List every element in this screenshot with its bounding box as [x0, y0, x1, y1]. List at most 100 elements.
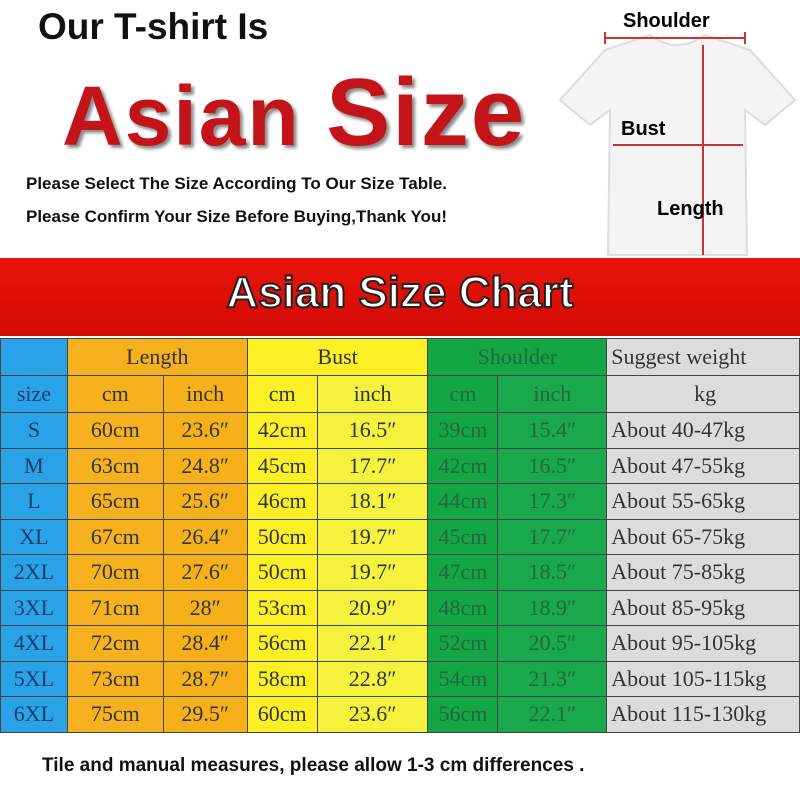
table-cell: 28″ [162, 589, 248, 626]
subheader-cell: cm [246, 375, 318, 413]
table-cell: 20.9″ [316, 589, 429, 626]
table-cell: 60cm [246, 696, 318, 733]
table-cell: 45cm [427, 518, 499, 555]
banner-title: Asian Size Chart [225, 267, 574, 318]
table-cell: 42cm [246, 412, 318, 449]
table-cell: 71cm [66, 589, 164, 626]
table-cell: 17.7″ [316, 447, 429, 484]
size-table: Length Bust Shoulder Suggest weight size… [0, 338, 800, 733]
table-cell: 23.6″ [316, 696, 429, 733]
table-cell: About 47-55kg [606, 447, 800, 484]
asian-word: Asian [62, 69, 327, 163]
table-cell: 15.4″ [497, 412, 608, 449]
table-cell: About 55-65kg [606, 483, 800, 520]
subheader-cell: inch [316, 375, 429, 413]
group-length: Length [66, 338, 248, 376]
table-cell: 16.5″ [497, 447, 608, 484]
table-cell: About 40-47kg [606, 412, 800, 449]
table-cell: 20.5″ [497, 625, 608, 662]
table-cell: 28.7″ [162, 660, 248, 697]
table-cell: 47cm [427, 554, 499, 591]
corner-cell [0, 338, 68, 376]
bust-label: Bust [621, 118, 666, 140]
table-row: M 63cm 24.8″ 45cm 17.7″ 42cm 16.5″ About 47-55k… [0, 447, 800, 484]
table-cell: 60cm [66, 412, 164, 449]
shoulder-label: Shoulder [623, 10, 710, 32]
table-cell: XL [0, 518, 68, 555]
table-cell: 4XL [0, 625, 68, 662]
table-cell: 46cm [246, 483, 318, 520]
table-cell: 19.7″ [316, 518, 429, 555]
table-cell: 27.6″ [162, 554, 248, 591]
table-cell: 44cm [427, 483, 499, 520]
table-cell: 63cm [66, 447, 164, 484]
table-cell: 23.6″ [162, 412, 248, 449]
table-row: XL 67cm 26.4″ 50cm 19.7″ 45cm 17.7″ About 65-75… [0, 518, 800, 555]
table-cell: 17.3″ [497, 483, 608, 520]
table-cell: 73cm [66, 660, 164, 697]
table-row: 6XL 75cm 29.5″ 60cm 23.6″ 56cm 22.1″ About 115-… [0, 696, 800, 733]
table-cell: M [0, 447, 68, 484]
table-cell: 22.8″ [316, 660, 429, 697]
table-cell: 21.3″ [497, 660, 608, 697]
size-word: Size [326, 59, 527, 166]
asian-size-title: Asian Size [62, 58, 526, 168]
table-cell: 45cm [246, 447, 318, 484]
table-cell: 18.5″ [497, 554, 608, 591]
table-row: 5XL 73cm 28.7″ 58cm 22.8″ 54cm 21.3″ About 105-… [0, 660, 800, 697]
table-cell: 56cm [427, 696, 499, 733]
table-cell: 42cm [427, 447, 499, 484]
table-cell: 17.7″ [497, 518, 608, 555]
tshirt-icon [558, 32, 797, 256]
table-cell: 18.9″ [497, 589, 608, 626]
table-cell: 22.1″ [497, 696, 608, 733]
group-bust: Bust [246, 338, 429, 376]
table-cell: 19.7″ [316, 554, 429, 591]
table-cell: 67cm [66, 518, 164, 555]
subheader-cell: inch [497, 375, 608, 413]
table-cell: 16.5″ [316, 412, 429, 449]
table-cell: S [0, 412, 68, 449]
table-cell: 50cm [246, 518, 318, 555]
table-cell: About 75-85kg [606, 554, 800, 591]
notice-line-2: Please Confirm Your Size Before Buying,T… [26, 207, 447, 226]
table-cell: 6XL [0, 696, 68, 733]
table-cell: 29.5″ [162, 696, 248, 733]
table-row: S 60cm 23.6″ 42cm 16.5″ 39cm 15.4″ About 40-47k… [0, 412, 800, 449]
table-row: 2XL 70cm 27.6″ 50cm 19.7″ 47cm 18.5″ About 75-8… [0, 554, 800, 591]
table-row: 4XL 72cm 28.4″ 56cm 22.1″ 52cm 20.5″ About 95-1… [0, 625, 800, 662]
tshirt-diagram: Shoulder Bust Length [555, 0, 800, 262]
subheader-cell: cm [427, 375, 499, 413]
table-cell: 72cm [66, 625, 164, 662]
table-cell: About 95-105kg [606, 625, 800, 662]
table-cell: 48cm [427, 589, 499, 626]
table-row: 3XL 71cm 28″ 53cm 20.9″ 48cm 18.9″ About 85-95k… [0, 589, 800, 626]
table-cell: 50cm [246, 554, 318, 591]
subheader-cell: size [0, 375, 68, 413]
table-cell: 2XL [0, 554, 68, 591]
table-cell: L [0, 483, 68, 520]
table-cell: 3XL [0, 589, 68, 626]
table-cell: 22.1″ [316, 625, 429, 662]
table-cell: 53cm [246, 589, 318, 626]
table-row: L 65cm 25.6″ 46cm 18.1″ 44cm 17.3″ About 55-65k… [0, 483, 800, 520]
table-cell: About 115-130kg [606, 696, 800, 733]
group-weight: Suggest weight [606, 338, 800, 376]
banner: Asian Size Chart [0, 258, 800, 336]
table-cell: 56cm [246, 625, 318, 662]
subheader-row: size cm inch cm inch cm inch kg [0, 375, 800, 413]
table-cell: 58cm [246, 660, 318, 697]
table-cell: 26.4″ [162, 518, 248, 555]
subheader-cell: inch [162, 375, 248, 413]
table-cell: 52cm [427, 625, 499, 662]
group-shoulder: Shoulder [427, 338, 608, 376]
group-header-row: Length Bust Shoulder Suggest weight [0, 338, 800, 376]
table-cell: 75cm [66, 696, 164, 733]
length-label: Length [657, 198, 724, 220]
table-cell: 18.1″ [316, 483, 429, 520]
table-cell: 65cm [66, 483, 164, 520]
table-cell: About 105-115kg [606, 660, 800, 697]
table-cell: 28.4″ [162, 625, 248, 662]
subheader-cell: cm [66, 375, 164, 413]
headline: Our T-shirt Is [38, 6, 269, 47]
